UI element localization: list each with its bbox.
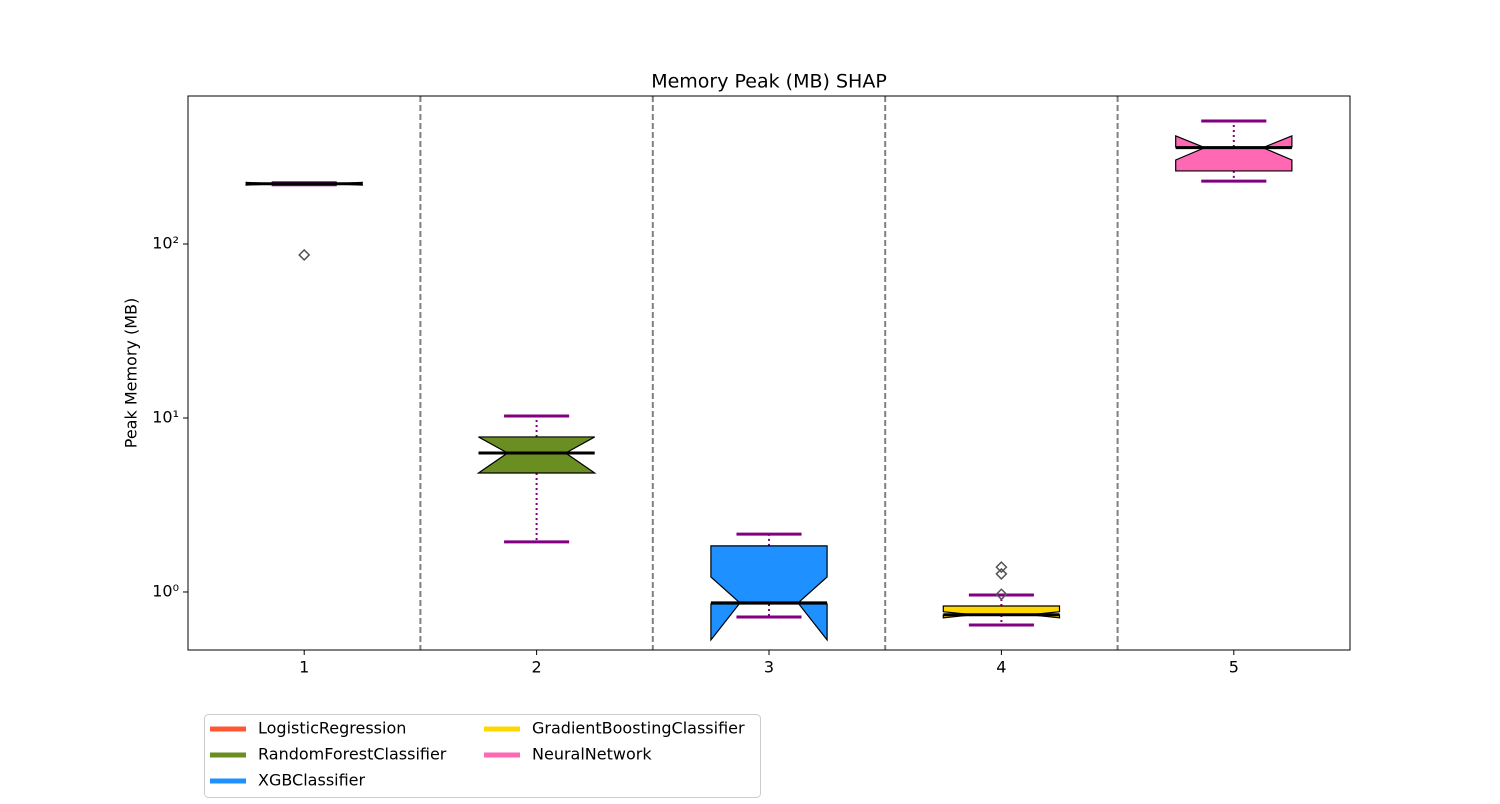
legend-label: NeuralNetwork	[532, 745, 652, 764]
box	[710, 545, 828, 642]
box	[476, 436, 597, 474]
legend-label: RandomForestClassifier	[258, 745, 447, 764]
flier	[995, 561, 1008, 574]
legend-label: LogisticRegression	[258, 719, 406, 738]
x-tick-label: 3	[764, 658, 774, 677]
legend-label: XGBClassifier	[258, 771, 366, 790]
y-tick-label: 10²	[152, 234, 179, 253]
x-tick-label: 5	[1229, 658, 1239, 677]
x-tick-label: 2	[532, 658, 542, 677]
y-axis-label: Peak Memory (MB)	[122, 298, 141, 449]
x-tick-label: 4	[996, 658, 1006, 677]
flier	[995, 567, 1008, 580]
plot-frame	[187, 95, 1351, 651]
flier	[298, 248, 311, 262]
x-tick-label: 1	[299, 658, 309, 677]
chart-title: Memory Peak (MB) SHAP	[651, 71, 887, 93]
flier	[995, 588, 1008, 601]
legend-label: GradientBoostingClassifier	[532, 719, 745, 738]
y-tick-label: 10⁰	[152, 581, 179, 600]
legend-box	[204, 714, 761, 798]
y-tick-label: 10¹	[152, 407, 179, 426]
